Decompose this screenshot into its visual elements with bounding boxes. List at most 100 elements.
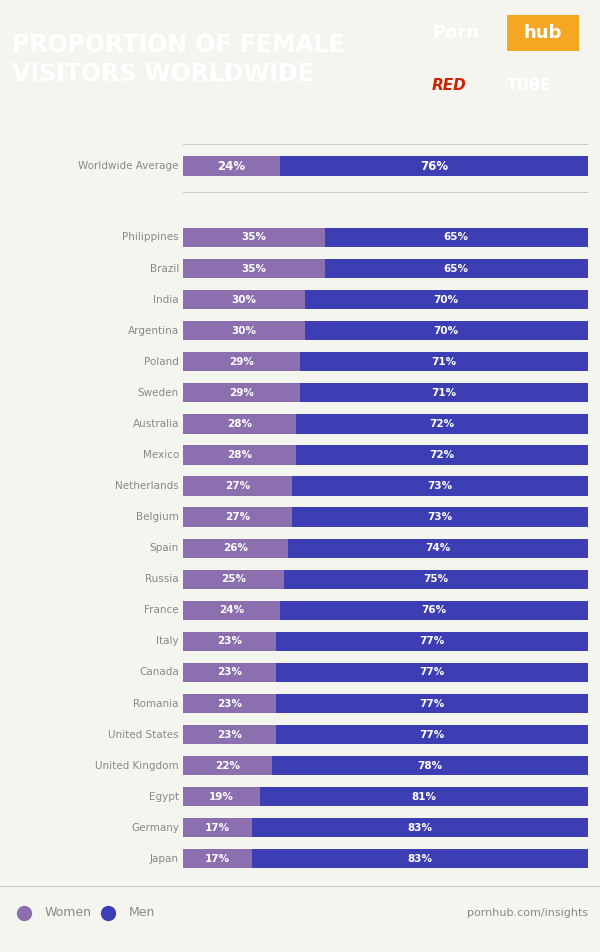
Text: 83%: 83% — [407, 854, 433, 863]
Bar — [296, 446, 588, 465]
Bar — [276, 663, 588, 682]
Bar — [183, 414, 296, 433]
Bar — [280, 601, 588, 620]
Text: Australia: Australia — [133, 419, 179, 429]
Text: 71%: 71% — [431, 387, 457, 398]
Text: 27%: 27% — [225, 512, 250, 522]
Bar — [305, 290, 588, 309]
Text: 28%: 28% — [227, 419, 252, 429]
Text: RED: RED — [432, 78, 467, 93]
Bar — [305, 321, 588, 340]
Text: 17%: 17% — [205, 854, 230, 863]
Text: Germany: Germany — [131, 823, 179, 833]
Bar — [301, 352, 588, 371]
Text: 77%: 77% — [419, 729, 445, 740]
Text: Egypt: Egypt — [149, 792, 179, 802]
Text: 23%: 23% — [217, 699, 242, 708]
Text: Porn: Porn — [432, 25, 479, 42]
Text: 76%: 76% — [420, 160, 448, 172]
Bar — [183, 321, 305, 340]
Text: 65%: 65% — [444, 232, 469, 243]
Text: France: France — [145, 605, 179, 615]
Text: Argentina: Argentina — [128, 326, 179, 336]
Text: 35%: 35% — [241, 264, 266, 273]
Bar — [183, 569, 284, 589]
Text: 30%: 30% — [231, 294, 256, 305]
Text: 76%: 76% — [422, 605, 446, 615]
Text: 24%: 24% — [219, 605, 244, 615]
Text: Men: Men — [129, 906, 155, 920]
Text: 74%: 74% — [425, 544, 451, 553]
Bar — [183, 259, 325, 278]
Text: 22%: 22% — [215, 761, 240, 770]
Bar — [276, 724, 588, 744]
Bar — [183, 724, 276, 744]
Text: 23%: 23% — [217, 729, 242, 740]
Bar — [289, 539, 588, 558]
Text: 73%: 73% — [428, 481, 453, 491]
Bar — [276, 632, 588, 651]
Text: 23%: 23% — [217, 667, 242, 678]
Text: 17%: 17% — [205, 823, 230, 833]
Text: 30%: 30% — [231, 326, 256, 336]
Text: 65%: 65% — [444, 264, 469, 273]
FancyBboxPatch shape — [507, 15, 579, 51]
Bar — [325, 228, 588, 248]
Bar — [292, 476, 588, 496]
Text: 81%: 81% — [412, 792, 436, 802]
Text: United States: United States — [109, 729, 179, 740]
Text: PROPORTION OF FEMALE
VISITORS WORLDWIDE: PROPORTION OF FEMALE VISITORS WORLDWIDE — [12, 32, 345, 87]
Text: 29%: 29% — [229, 387, 254, 398]
Text: Canada: Canada — [139, 667, 179, 678]
Bar — [296, 414, 588, 433]
Text: 83%: 83% — [407, 823, 433, 833]
Text: 23%: 23% — [217, 636, 242, 646]
Text: 75%: 75% — [424, 574, 449, 585]
Text: Russia: Russia — [145, 574, 179, 585]
Text: pornhub.com/insights: pornhub.com/insights — [467, 907, 588, 918]
Bar — [183, 156, 280, 175]
Text: Japan: Japan — [150, 854, 179, 863]
Text: 28%: 28% — [227, 450, 252, 460]
Bar — [183, 694, 276, 713]
Text: hub: hub — [524, 25, 562, 42]
Bar — [183, 290, 305, 309]
Bar — [183, 228, 325, 248]
Text: 26%: 26% — [223, 544, 248, 553]
Bar — [272, 756, 588, 775]
Text: United Kingdom: United Kingdom — [95, 761, 179, 770]
Bar — [284, 569, 588, 589]
Text: 73%: 73% — [428, 512, 453, 522]
Bar — [183, 787, 260, 806]
Bar — [183, 756, 272, 775]
Text: Brazil: Brazil — [149, 264, 179, 273]
Text: 19%: 19% — [209, 792, 234, 802]
Text: Mexico: Mexico — [143, 450, 179, 460]
Text: Belgium: Belgium — [136, 512, 179, 522]
Text: Netherlands: Netherlands — [115, 481, 179, 491]
Bar — [252, 818, 588, 838]
Bar — [183, 383, 301, 403]
Text: 72%: 72% — [430, 450, 455, 460]
Text: 71%: 71% — [431, 357, 457, 367]
Text: TUBE: TUBE — [507, 78, 552, 93]
Text: Worldwide Average: Worldwide Average — [79, 161, 179, 171]
Bar — [292, 507, 588, 526]
Bar — [183, 849, 252, 868]
Bar — [183, 632, 276, 651]
Text: 70%: 70% — [434, 294, 459, 305]
Text: 25%: 25% — [221, 574, 246, 585]
Text: Philippines: Philippines — [122, 232, 179, 243]
Bar — [183, 352, 301, 371]
Bar — [183, 507, 292, 526]
Text: Sweden: Sweden — [138, 387, 179, 398]
Text: Italy: Italy — [157, 636, 179, 646]
Bar — [280, 156, 588, 175]
Text: India: India — [154, 294, 179, 305]
Bar — [301, 383, 588, 403]
Text: 72%: 72% — [430, 419, 455, 429]
Text: 78%: 78% — [418, 761, 443, 770]
Bar — [183, 601, 280, 620]
Bar — [183, 446, 296, 465]
Text: 77%: 77% — [419, 699, 445, 708]
